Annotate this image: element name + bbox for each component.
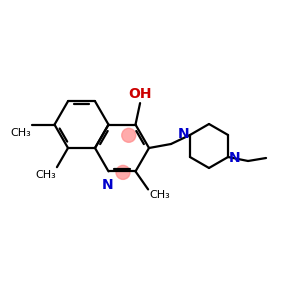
Text: CH₃: CH₃: [149, 190, 170, 200]
Text: CH₃: CH₃: [11, 128, 32, 138]
Circle shape: [122, 128, 136, 142]
Text: OH: OH: [128, 87, 152, 101]
Text: N: N: [177, 127, 189, 141]
Text: N: N: [229, 151, 241, 165]
Circle shape: [116, 165, 130, 179]
Text: CH₃: CH₃: [35, 170, 56, 180]
Text: N: N: [102, 178, 113, 192]
